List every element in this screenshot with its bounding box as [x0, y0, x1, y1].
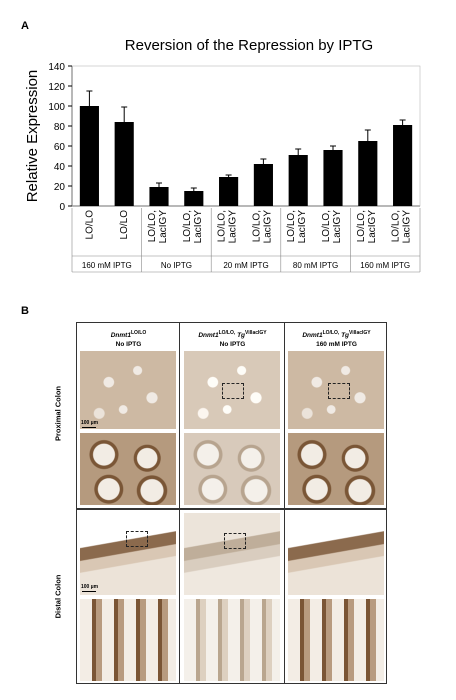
x-tick-label: LO/LO,LacIGY — [217, 210, 239, 244]
y-tick-label: 140 — [48, 62, 65, 73]
y-tick-label: 40 — [54, 162, 66, 173]
zoom-region-box — [224, 533, 246, 549]
zoom-region-box — [328, 383, 350, 399]
micrograph-proximal-transgene-low — [184, 351, 280, 429]
group-label: 160 mM IPTG — [360, 261, 410, 270]
panel-a-letter: A — [21, 20, 29, 32]
x-tick-label: LO/LO,LacIGY — [356, 210, 378, 244]
column-divider — [179, 323, 180, 683]
chart-title: Reversion of the Repression by IPTG — [125, 37, 373, 54]
zoom-region-box — [222, 383, 244, 399]
y-tick-label: 80 — [54, 122, 66, 133]
micrograph-distal-control-high — [80, 599, 176, 681]
micrograph-distal-transgene-high — [184, 599, 280, 681]
bar — [253, 164, 273, 206]
x-tick-label: LO/LO,LacIGY — [391, 210, 413, 244]
bar — [288, 155, 308, 206]
bar — [358, 141, 378, 206]
row-label-distal-colon: Distal Colon — [53, 574, 63, 619]
group-label: 160 mM IPTG — [82, 261, 132, 270]
bar — [323, 150, 343, 206]
group-label: No IPTG — [161, 261, 192, 270]
bar — [114, 122, 134, 206]
column-header-transgene-iptg: Dnmt1LO/LO, TgVillacIGY 160 mM IPTG — [302, 330, 371, 349]
group-label: 20 mM IPTG — [223, 261, 268, 270]
micrograph-proximal-control-low — [80, 351, 176, 429]
bar — [79, 106, 99, 206]
bar — [219, 177, 239, 206]
x-tick-label: LO/LO,LacIGY — [147, 210, 169, 244]
x-tick-label: LO/LO,LacIGY — [251, 210, 273, 244]
x-tick-label: LO/LO,LacIGY — [321, 210, 343, 244]
micrograph-distal-iptg-high — [288, 599, 384, 681]
micrograph-proximal-iptg-low — [288, 351, 384, 429]
micrograph-distal-transgene-low — [184, 513, 280, 595]
column-header-control: Dnmt1LO/LO No IPTG — [110, 330, 147, 349]
zoom-region-box — [126, 531, 148, 547]
micrograph-proximal-transgene-high — [184, 433, 280, 505]
micrograph-distal-control-low — [80, 513, 176, 595]
x-tick-label: LO/LO — [119, 210, 130, 240]
scale-bar-label: 100 µm — [81, 420, 99, 426]
bar — [184, 191, 204, 206]
scale-bar — [82, 427, 96, 428]
micrograph-proximal-control-high — [80, 433, 176, 505]
column-divider — [284, 323, 285, 683]
scale-bar-label: 100 µm — [81, 584, 99, 590]
histology-figure-grid: Dnmt1LO/LO No IPTG Dnmt1LO/LO, TgVillacI… — [76, 322, 387, 684]
micrograph-distal-iptg-low — [288, 513, 384, 595]
bar-chart: Reversion of the Repression by IPTG Rela… — [24, 37, 421, 273]
plot-frame — [71, 65, 421, 207]
y-tick-label: 0 — [59, 202, 65, 213]
row-divider — [77, 508, 386, 510]
x-tick-label: LO/LO — [84, 210, 95, 240]
scale-bar — [82, 591, 96, 592]
x-tick-label: LO/LO,LacIGY — [182, 210, 204, 244]
y-tick-label: 60 — [54, 142, 66, 153]
y-tick-label: 100 — [48, 102, 65, 113]
bar — [149, 187, 169, 206]
group-label: 80 mM IPTG — [293, 261, 338, 270]
bar — [393, 125, 413, 206]
panel-b-letter: B — [21, 305, 29, 317]
y-tick-label: 20 — [54, 182, 66, 193]
chart-y-axis-label: Relative Expression — [24, 70, 41, 203]
column-header-transgene-no-iptg: Dnmt1LO/LO, TgVillacIGY No IPTG — [198, 330, 267, 349]
y-tick-label: 120 — [48, 82, 65, 93]
x-tick-label: LO/LO,LacIGY — [286, 210, 308, 244]
micrograph-proximal-iptg-high — [288, 433, 384, 505]
row-label-proximal-colon: Proximal Colon — [53, 386, 63, 442]
